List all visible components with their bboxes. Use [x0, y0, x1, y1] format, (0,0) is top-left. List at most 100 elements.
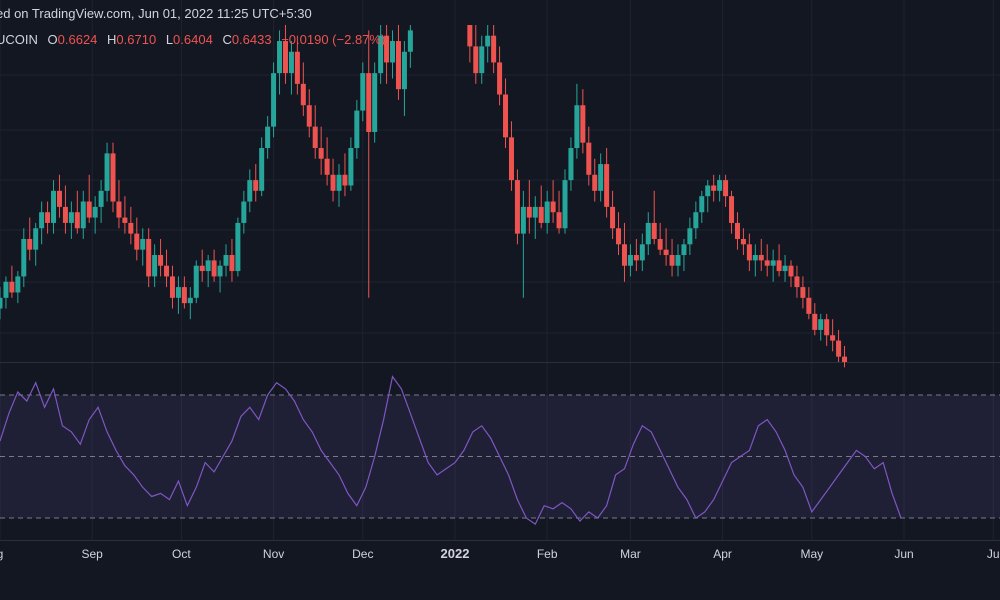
time-axis-tick-label: Dec: [352, 547, 373, 561]
candle-body: [681, 244, 687, 256]
candle: [199, 249, 205, 282]
candle-body: [794, 276, 800, 288]
candle-body: [782, 265, 788, 272]
candle: [104, 142, 110, 202]
candle: [211, 249, 217, 282]
candle: [128, 206, 134, 245]
candle-body: [550, 201, 556, 213]
candle: [621, 222, 627, 282]
candle: [366, 30, 372, 298]
time-axis-tick-label: May: [800, 547, 823, 561]
candle: [782, 255, 788, 282]
candle-body: [354, 110, 360, 149]
candle-body: [158, 255, 164, 266]
candle: [39, 201, 45, 245]
candle: [633, 238, 639, 272]
candle: [503, 78, 509, 149]
candle-body: [729, 196, 735, 223]
candle-body: [740, 238, 746, 245]
candle: [140, 228, 146, 266]
candle: [68, 201, 74, 239]
candle-body: [3, 281, 9, 298]
candle-body: [574, 105, 580, 149]
candle: [56, 174, 62, 218]
candle: [294, 35, 300, 95]
candle: [663, 228, 669, 266]
candle-body: [669, 255, 675, 266]
rsi-series: [0, 375, 902, 525]
candle-body: [508, 137, 514, 181]
candle: [514, 169, 520, 245]
candle: [390, 30, 396, 79]
time-axis-tick-label: Feb: [537, 547, 558, 561]
candle: [681, 238, 687, 272]
candle: [241, 190, 247, 234]
candle: [675, 244, 681, 277]
candle: [556, 190, 562, 234]
candle: [627, 244, 633, 277]
candle: [193, 260, 199, 304]
candle: [639, 233, 645, 272]
candle: [526, 180, 532, 234]
candle-body: [193, 265, 199, 298]
candle-body: [544, 201, 550, 223]
candle-body: [259, 148, 265, 191]
candle-body: [86, 201, 92, 218]
candle-body: [187, 297, 193, 304]
candle-body: [98, 190, 104, 207]
time-axis-tick-label: Jun: [894, 547, 913, 561]
candle-body: [568, 148, 574, 181]
candle: [62, 185, 68, 234]
candle-body: [39, 212, 45, 229]
candle-body: [800, 287, 806, 298]
time-axis-tick-label: Apr: [713, 547, 732, 561]
candle-body: [812, 313, 818, 330]
candle: [491, 25, 497, 74]
candle: [604, 148, 610, 218]
candle: [253, 164, 259, 202]
candle-body: [532, 206, 538, 218]
candle: [497, 46, 503, 106]
candle-body: [128, 222, 134, 234]
candle-body: [586, 142, 592, 175]
candle-body: [776, 260, 782, 272]
candle-body: [56, 190, 62, 207]
candle: [532, 196, 538, 239]
candle-body: [598, 164, 604, 191]
candle: [520, 190, 526, 298]
time-axis-tick-label: g: [0, 547, 3, 561]
candle: [15, 271, 21, 304]
candle: [336, 164, 342, 207]
candle-body: [282, 41, 288, 74]
candle-body: [526, 206, 532, 218]
candle-body: [348, 148, 354, 186]
candle: [3, 276, 9, 309]
candle: [152, 244, 158, 288]
candle-body: [181, 287, 187, 304]
candle-body: [235, 222, 241, 272]
candle: [574, 83, 580, 159]
candle-body: [520, 206, 526, 234]
candle-body: [514, 180, 520, 234]
candle: [110, 142, 116, 213]
candle: [812, 303, 818, 336]
candle-body: [134, 233, 140, 250]
candle: [306, 89, 312, 138]
candle-body: [199, 265, 205, 272]
candle-body: [390, 41, 396, 63]
candle-body: [265, 126, 271, 149]
candle-body: [818, 319, 824, 330]
candle-body: [217, 265, 223, 277]
candle-body: [45, 212, 51, 223]
candle-body: [223, 255, 229, 266]
candle-body: [205, 260, 211, 272]
candle-body: [407, 30, 413, 52]
candle: [538, 185, 544, 229]
candle: [800, 276, 806, 309]
candle-body: [116, 201, 122, 218]
candle: [479, 35, 485, 84]
candle-body: [229, 255, 235, 272]
candle: [467, 25, 473, 63]
candle: [146, 228, 152, 288]
